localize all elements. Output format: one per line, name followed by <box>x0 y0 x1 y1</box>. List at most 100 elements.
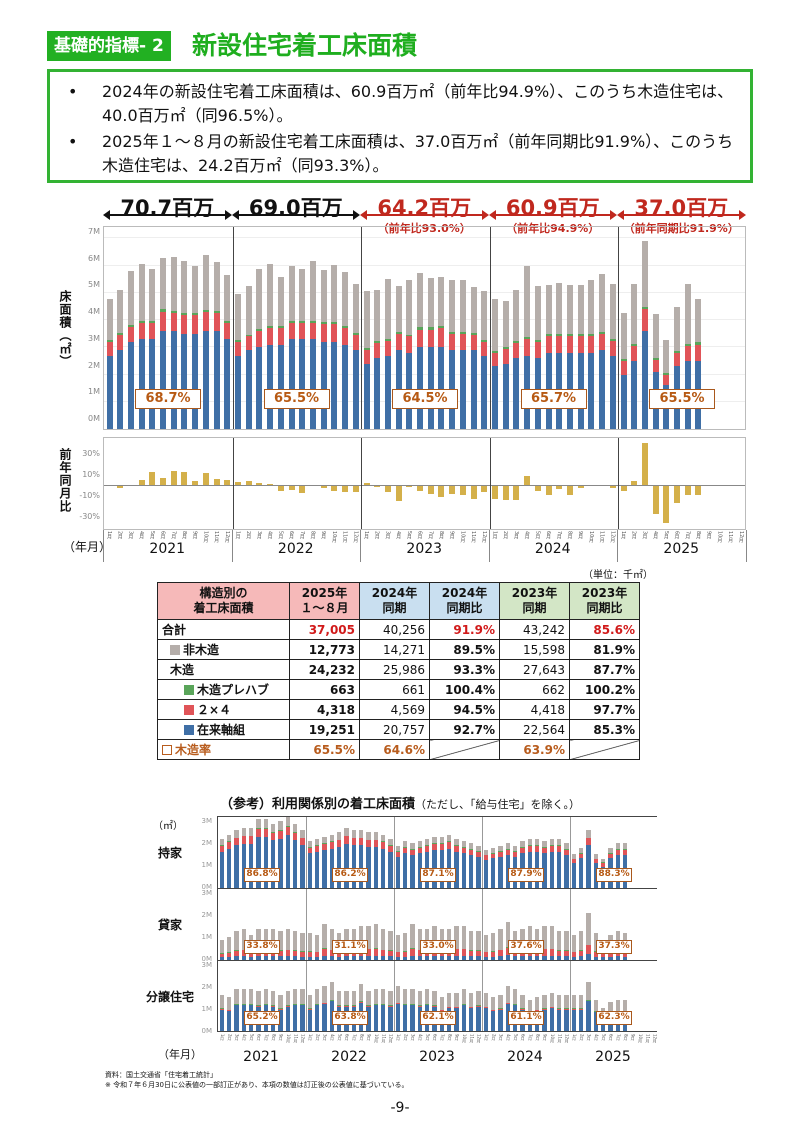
month-tick-label: 6月 <box>432 1034 438 1041</box>
bar-segment <box>314 845 320 852</box>
month-tick-label: 3月 <box>322 1034 328 1041</box>
month-tick-label: 8月 <box>309 531 316 540</box>
month-tick-label: 9月 <box>577 531 584 540</box>
bar-segment <box>307 1008 312 1009</box>
table-cell: 100.4% <box>429 679 500 700</box>
month-tick-label: 11月 <box>557 1034 563 1044</box>
month-tick-label: 5月 <box>249 1034 255 1041</box>
bar-segment <box>224 274 231 321</box>
bar-segment <box>505 948 510 956</box>
wood-ratio-box: 62.3% <box>596 1011 632 1025</box>
bar-segment <box>410 948 415 956</box>
bar-segment <box>542 948 547 950</box>
bar-segment <box>149 322 156 340</box>
bar-segment <box>542 1008 547 1009</box>
reference-unit: （㎡） <box>153 821 183 832</box>
month-tick-label: 3月 <box>234 1034 240 1041</box>
yoy-bar <box>299 486 306 494</box>
bar-segment <box>586 830 591 838</box>
bar-segment <box>351 837 356 839</box>
stacked-bar <box>256 819 261 888</box>
month-tick-label: 11月 <box>213 531 220 543</box>
bar-segment <box>374 343 381 359</box>
yoy-bar <box>202 473 209 485</box>
yoy-bar <box>620 486 627 492</box>
bar-segment <box>571 1008 576 1010</box>
bar-segment <box>395 1002 400 1004</box>
bar-segment <box>234 950 239 951</box>
bar-segment <box>263 836 268 888</box>
bar-segment <box>344 827 349 836</box>
table-cell: 40,256 <box>359 619 430 640</box>
bar-segment <box>270 1005 276 1007</box>
stacked-bar <box>299 268 306 429</box>
yoy-bar <box>213 478 220 485</box>
stacked-bar <box>322 986 327 1031</box>
bar-segment <box>127 325 134 327</box>
bar-segment <box>256 828 261 829</box>
bar-segment <box>600 953 606 958</box>
bar-segment <box>267 344 274 429</box>
table-cell: 100.2% <box>569 679 640 700</box>
bar-segment <box>461 1005 466 1031</box>
bar-segment <box>512 988 518 1005</box>
month-tick-label: 2月 <box>227 1034 233 1041</box>
month-tick-label: 3月 <box>512 531 519 540</box>
bar-segment <box>226 841 232 843</box>
stacked-bar <box>564 930 569 960</box>
bar-segment <box>608 853 613 859</box>
year-divider <box>360 530 361 562</box>
yoy-bar <box>256 482 263 485</box>
bar-segment <box>566 334 573 337</box>
gridline <box>104 319 745 321</box>
bar-segment <box>586 945 591 955</box>
yoy-bar <box>352 486 359 493</box>
bar-segment <box>542 926 547 949</box>
bar-segment <box>336 832 342 840</box>
bar-segment <box>366 832 371 840</box>
bar-segment <box>615 956 620 960</box>
bar-segment <box>241 1004 246 1006</box>
year-divider <box>618 227 619 429</box>
bar-segment <box>219 953 224 954</box>
bar-segment <box>571 859 576 864</box>
bar-segment <box>402 1004 408 1005</box>
bar-segment <box>402 988 408 1005</box>
year-divider <box>570 817 571 888</box>
y-tick-label: 6M <box>88 253 100 263</box>
bar-segment <box>524 339 531 356</box>
bar-segment <box>609 338 616 341</box>
bar-segment <box>593 999 598 1011</box>
bar-segment <box>549 845 554 846</box>
bar-segment <box>366 990 371 1006</box>
bar-segment <box>388 930 393 951</box>
period-total-label: 64.2百万 <box>377 196 472 220</box>
bar-segment <box>586 837 591 839</box>
wood-ratio-box: 86.2% <box>332 868 368 882</box>
bar-segment <box>505 843 510 850</box>
bar-segment <box>219 1009 224 1031</box>
table-header-cell: 2023年 同期比 <box>569 582 640 620</box>
stacked-bar <box>674 307 681 429</box>
bar-segment <box>380 848 386 888</box>
stacked-bar <box>226 834 232 888</box>
bar-segment <box>256 331 263 348</box>
bar-segment <box>556 845 562 852</box>
bar-segment <box>234 830 239 838</box>
month-tick-label: 3月 <box>127 531 134 540</box>
bar-segment <box>468 849 474 850</box>
bar-segment <box>234 956 239 960</box>
y-tick-label: 0M <box>88 413 100 423</box>
bar-segment <box>329 834 334 842</box>
bar-segment <box>556 950 562 957</box>
bar-segment <box>277 326 284 329</box>
yoy-bar <box>384 486 391 493</box>
zero-line <box>104 485 745 486</box>
bar-segment <box>454 955 459 960</box>
bar-segment <box>219 1008 224 1010</box>
bar-segment <box>256 956 261 960</box>
bar-segment <box>307 1009 312 1031</box>
bar-segment <box>527 838 532 846</box>
bar-segment <box>446 992 452 1007</box>
stacked-bar <box>373 832 378 888</box>
